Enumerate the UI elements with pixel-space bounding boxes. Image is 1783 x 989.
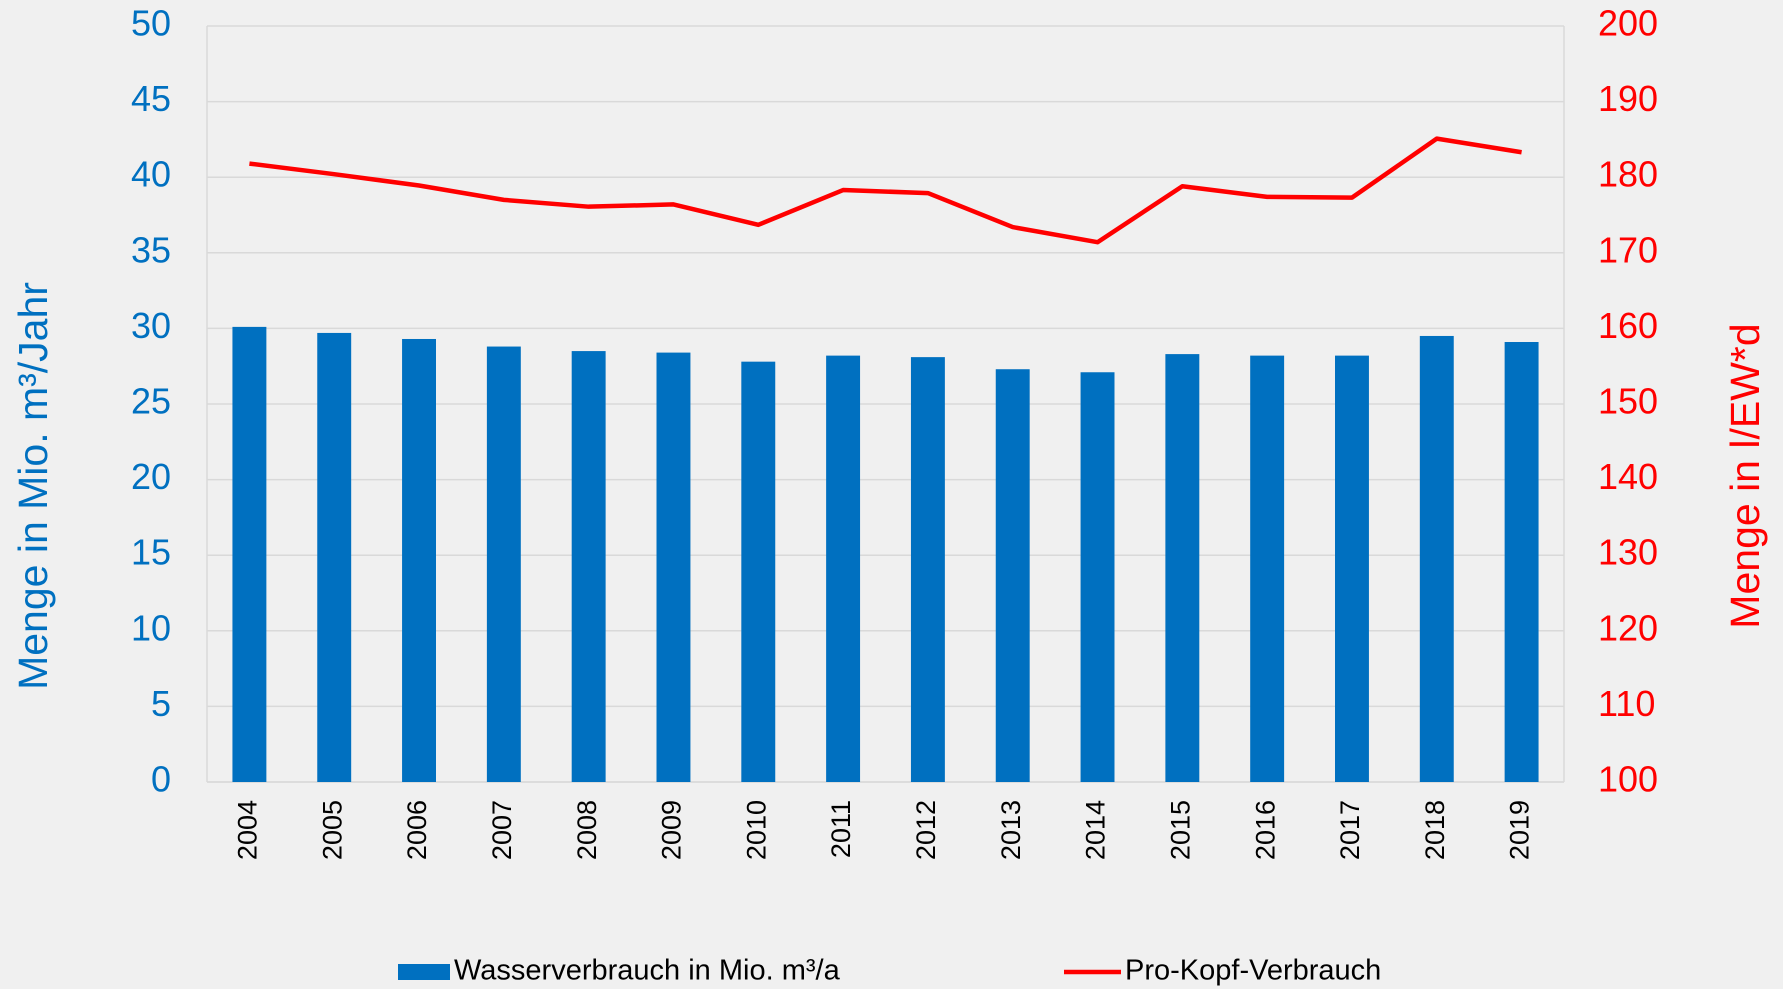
- line: [249, 136, 1522, 245]
- y2-tick-label: 120: [1598, 607, 1658, 648]
- y2-tick-label: 170: [1598, 229, 1658, 270]
- y-tick-label: 35: [131, 229, 171, 270]
- bar: [656, 352, 691, 782]
- x-tick-label: 2017: [1335, 800, 1365, 860]
- bar: [486, 346, 521, 782]
- bar: [741, 361, 776, 782]
- y-tick-label: 15: [131, 532, 171, 573]
- y-tick-label: 5: [151, 683, 171, 724]
- x-tick-label: 2009: [657, 800, 687, 860]
- x-tick-label: 2005: [317, 800, 347, 860]
- y2-tick-label: 100: [1598, 759, 1658, 800]
- bar: [910, 357, 945, 782]
- x-tick-label: 2006: [402, 800, 432, 860]
- x-tick-label: 2011: [826, 800, 856, 858]
- y2-tick-label: 150: [1598, 381, 1658, 422]
- x-tick-label: 2010: [741, 800, 771, 860]
- y-tick-label: 25: [131, 381, 171, 422]
- legend-label: Pro-Kopf-Verbrauch: [1125, 955, 1381, 987]
- bar: [232, 326, 267, 782]
- y-tick-label: 10: [131, 607, 171, 648]
- bar: [571, 351, 606, 782]
- y2-tick-label: 180: [1598, 154, 1658, 195]
- y-tick-label: 20: [131, 456, 171, 497]
- y2-tick-label: 110: [1598, 683, 1655, 724]
- y2-tick-label: 190: [1598, 78, 1658, 119]
- y2-tick-label: 140: [1598, 456, 1658, 497]
- bar: [317, 332, 352, 782]
- y-tick-label: 45: [131, 78, 171, 119]
- y-tick-label: 40: [131, 154, 171, 195]
- x-tick-label: 2018: [1420, 800, 1450, 860]
- y2-tick-label: 160: [1598, 305, 1658, 346]
- x-tick-label: 2016: [1250, 800, 1280, 860]
- bar: [1504, 342, 1539, 782]
- x-tick-label: 2015: [1165, 800, 1195, 860]
- bar: [402, 338, 436, 782]
- x-tick-label: 2014: [1081, 800, 1111, 860]
- y2-tick-label: 130: [1598, 532, 1658, 573]
- y2-axis-title: Menge in l/EW*d: [1722, 323, 1768, 628]
- legend-label: Wasserverbrauch in Mio. m³/a: [454, 955, 841, 987]
- bar: [995, 369, 1030, 782]
- bar: [1335, 355, 1369, 782]
- y-tick-label: 50: [131, 3, 171, 44]
- y-tick-label: 30: [131, 305, 171, 346]
- x-tick-label: 2008: [572, 800, 602, 860]
- bar: [1165, 354, 1200, 782]
- x-tick-label: 2019: [1505, 800, 1535, 860]
- bar: [1419, 335, 1454, 782]
- x-tick-label: 2012: [911, 800, 941, 860]
- bar: [1080, 372, 1115, 782]
- x-tick-label: 2007: [487, 800, 517, 860]
- y-axis-title: Menge in Mio. m³/Jahr: [10, 282, 56, 690]
- bar: [826, 355, 861, 782]
- bar: [1250, 355, 1285, 782]
- x-tick-label: 2004: [233, 800, 263, 860]
- y2-tick-label: 200: [1598, 3, 1658, 44]
- x-tick-label: 2013: [996, 800, 1026, 860]
- legend-swatch: [398, 964, 450, 980]
- y-tick-label: 0: [151, 759, 171, 800]
